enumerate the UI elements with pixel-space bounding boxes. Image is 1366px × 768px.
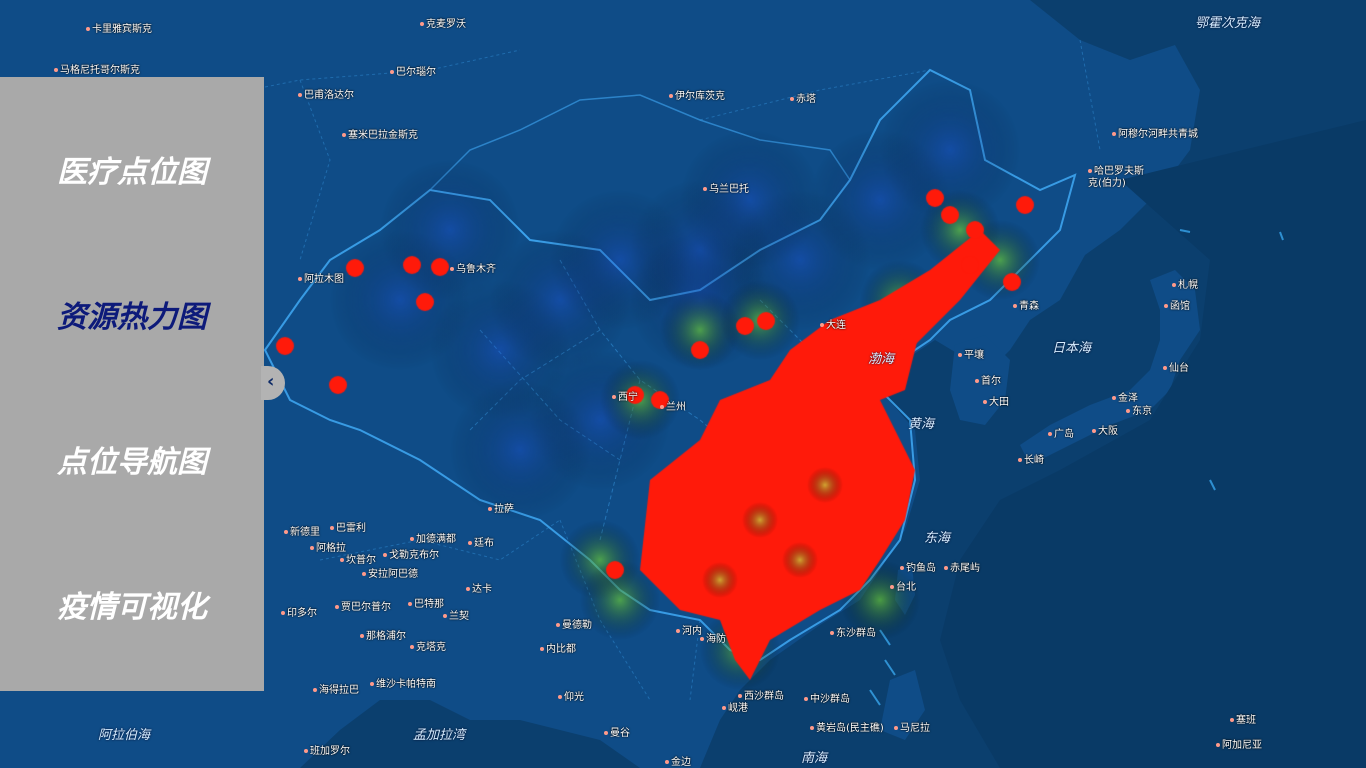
map-label: 曼谷	[604, 724, 630, 739]
map-label: 班加罗尔	[304, 742, 350, 757]
map-label: 加德满都	[410, 530, 456, 545]
map-label: 廷布	[468, 534, 494, 549]
map-label: 仰光	[558, 688, 584, 703]
sea-label: 黄海	[908, 417, 935, 432]
map-label: 贾巴尔普尔	[335, 598, 391, 613]
sidebar-item-medical-points[interactable]: 医疗点位图	[57, 155, 207, 190]
sidebar-item-point-navigation[interactable]: 点位导航图	[57, 445, 207, 480]
map-label: 金边	[665, 753, 691, 768]
map-label: 塞米巴拉金斯克	[342, 126, 418, 141]
map-label: 河内	[676, 622, 702, 637]
map-label: 台北	[890, 578, 916, 593]
map-label: 卡里雅宾斯克	[86, 20, 152, 35]
map-label: 仙台	[1163, 359, 1189, 374]
map-label: 平壤	[958, 346, 984, 361]
map-label: 岘港	[722, 699, 748, 714]
map-label: 阿格拉	[310, 539, 346, 554]
map-label: 东沙群岛	[830, 624, 876, 639]
sea-label: 日本海	[1052, 341, 1092, 356]
sidebar-item-resource-heatmap[interactable]: 资源热力图	[57, 300, 207, 335]
map-label: 拉萨	[488, 500, 514, 515]
sidebar-item-epidemic-visualization[interactable]: 疫情可视化	[57, 590, 207, 625]
map-label: 巴特那	[408, 595, 444, 610]
map-label: 伊尔库茨克	[669, 87, 725, 102]
map-label: 钓鱼岛	[900, 559, 936, 574]
map-label: 大阪	[1092, 422, 1118, 437]
map-label: 乌鲁木齐	[450, 260, 496, 275]
map-label: 巴甫洛达尔	[298, 86, 354, 101]
map-label: 兰州	[660, 398, 686, 413]
map-label: 兰契	[443, 607, 469, 622]
map-label: 金泽	[1112, 389, 1138, 404]
map-label: 安拉阿巴德	[362, 565, 418, 580]
map-label: 达卡	[466, 580, 492, 595]
sea-label: 东海	[924, 531, 951, 546]
map-label: 阿穆尔河畔共青城	[1112, 125, 1198, 140]
map-label: 赤尾屿	[944, 559, 980, 574]
map-label: 东京	[1126, 402, 1152, 417]
map-label: 大连	[820, 316, 846, 331]
map-label: 中沙群岛	[804, 690, 850, 705]
map-label: 新德里	[284, 523, 320, 538]
map-label: 马尼拉	[894, 719, 930, 734]
map-label: 海防	[700, 630, 726, 645]
sea-label: 孟加拉湾	[413, 728, 466, 743]
map-label: 海得拉巴	[313, 681, 359, 696]
map-label: 乌兰巴托	[703, 180, 749, 195]
map-label: 内比都	[540, 640, 576, 655]
map-label: 坎普尔	[340, 551, 376, 566]
map-label: 青森	[1013, 297, 1039, 312]
map-label: 巴尔瑙尔	[390, 63, 436, 78]
map-label: 巴雷利	[330, 519, 366, 534]
map-label: 赤塔	[790, 90, 816, 105]
sea-label: 鄂霍次克海	[1195, 16, 1261, 31]
map-label: 大田	[983, 393, 1009, 408]
map-label: 函馆	[1164, 297, 1190, 312]
map-label: 首尔	[975, 372, 1001, 387]
map-label: 西沙群岛	[738, 687, 784, 702]
map-label: 维沙卡帕特南	[370, 675, 436, 690]
map-label: 札幌	[1172, 276, 1198, 291]
map-label: 戈勒克布尔	[383, 546, 439, 561]
map-label: 阿加尼亚	[1216, 736, 1262, 751]
map-label: 长崎	[1018, 451, 1044, 466]
map-label: 曼德勒	[556, 616, 592, 631]
map-label: 哈巴罗夫斯克(伯力)	[1088, 166, 1144, 189]
map-label: 阿拉木图	[298, 270, 344, 285]
map-label: 马格尼托哥尔斯克	[54, 61, 140, 76]
sidebar: 医疗点位图 资源热力图 点位导航图 疫情可视化	[0, 77, 264, 691]
sea-label: 渤海	[868, 352, 895, 367]
map-label: 克塔克	[410, 638, 446, 653]
map-label: 克麦罗沃	[420, 15, 466, 30]
map-label: 印多尔	[281, 604, 317, 619]
map-label: 广岛	[1048, 425, 1074, 440]
sea-label: 南海	[801, 751, 828, 766]
map-label: 黄岩岛(民主礁)	[810, 719, 884, 734]
chevron-left-icon: ‹	[267, 371, 275, 392]
sea-label: 阿拉伯海	[98, 728, 151, 743]
map-label: 西宁	[612, 388, 638, 403]
map-label: 塞班	[1230, 711, 1256, 726]
map-label: 那格浦尔	[360, 627, 406, 642]
